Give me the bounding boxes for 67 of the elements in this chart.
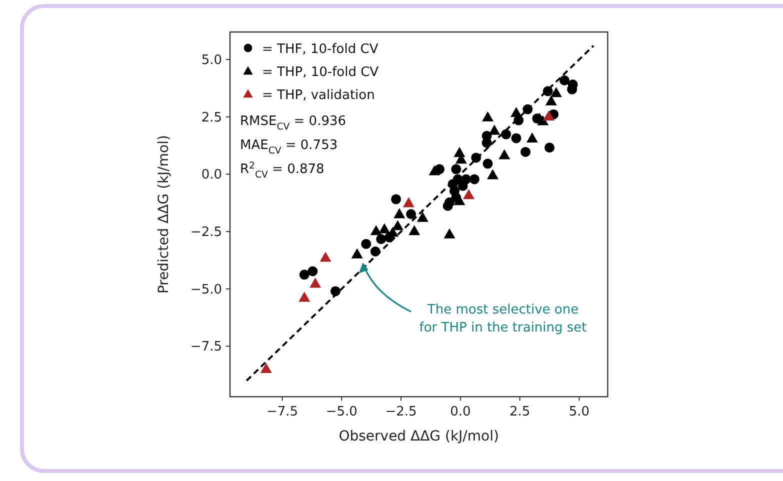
point — [511, 133, 522, 144]
x-tick-label: 2.5 — [509, 404, 530, 420]
annotation: MAE$_{CV}$ = 0.753 — [240, 138, 338, 157]
point — [320, 252, 332, 262]
point — [550, 87, 562, 98]
point — [482, 111, 494, 122]
point — [462, 189, 474, 200]
legend-label: = THF, 10-fold CV — [262, 42, 378, 57]
annotation: R$^{2}$$_{CV}$ = 0.878 — [240, 160, 324, 181]
point — [308, 266, 318, 276]
point — [394, 208, 406, 218]
point — [370, 246, 380, 257]
point — [299, 270, 310, 280]
point — [402, 197, 414, 208]
y-tick-label: −7.5 — [190, 340, 222, 355]
legend-label: = THP, validation — [262, 88, 375, 103]
x-tick-label: −5.0 — [326, 404, 358, 420]
point — [498, 149, 510, 160]
point — [351, 248, 363, 258]
x-tick-label: −2.5 — [385, 404, 417, 420]
annotation: RMSE$_{CV}$ = 0.936 — [240, 114, 346, 133]
point — [510, 106, 522, 118]
point — [310, 278, 322, 288]
x-tick-label: −7.5 — [266, 404, 298, 420]
point — [559, 75, 570, 86]
x-tick-label: 0.0 — [450, 404, 471, 420]
point — [406, 209, 416, 220]
legend-label: = THP, 10-fold CV — [262, 65, 379, 80]
point — [391, 194, 402, 204]
point — [522, 104, 533, 114]
point — [469, 174, 480, 184]
point — [408, 225, 420, 236]
y-tick-label: −5.0 — [190, 282, 222, 298]
point — [545, 95, 557, 106]
annotation: The most selective one for THP in the training set — [419, 302, 587, 336]
point — [544, 142, 554, 153]
y-tick-label: 2.5 — [201, 110, 222, 126]
x-tick-label: 5.0 — [568, 404, 590, 420]
point — [370, 225, 382, 236]
x-axis-title: Observed ΔΔG (kJ/mol) — [338, 428, 499, 445]
point — [378, 223, 390, 234]
point — [543, 110, 555, 120]
y-tick-label: −2.5 — [190, 225, 222, 240]
point — [471, 152, 482, 163]
point — [451, 164, 462, 174]
point — [520, 146, 531, 157]
point — [416, 212, 428, 222]
point — [526, 132, 538, 143]
point — [361, 238, 372, 249]
point — [444, 228, 456, 238]
point — [501, 129, 512, 140]
point — [458, 180, 468, 191]
point — [392, 220, 404, 230]
y-axis-title: Predicted ΔΔG (kJ/mol) — [156, 135, 172, 294]
point — [482, 158, 493, 169]
point — [486, 169, 498, 180]
point — [298, 292, 310, 302]
point — [428, 165, 440, 176]
point — [488, 124, 500, 135]
point — [260, 362, 272, 374]
y-tick-label: 0.0 — [201, 168, 222, 183]
point — [542, 86, 553, 96]
point — [537, 115, 549, 126]
point — [330, 286, 340, 296]
y-tick-label: 5.0 — [201, 53, 222, 68]
point — [482, 138, 492, 148]
point — [442, 200, 453, 211]
